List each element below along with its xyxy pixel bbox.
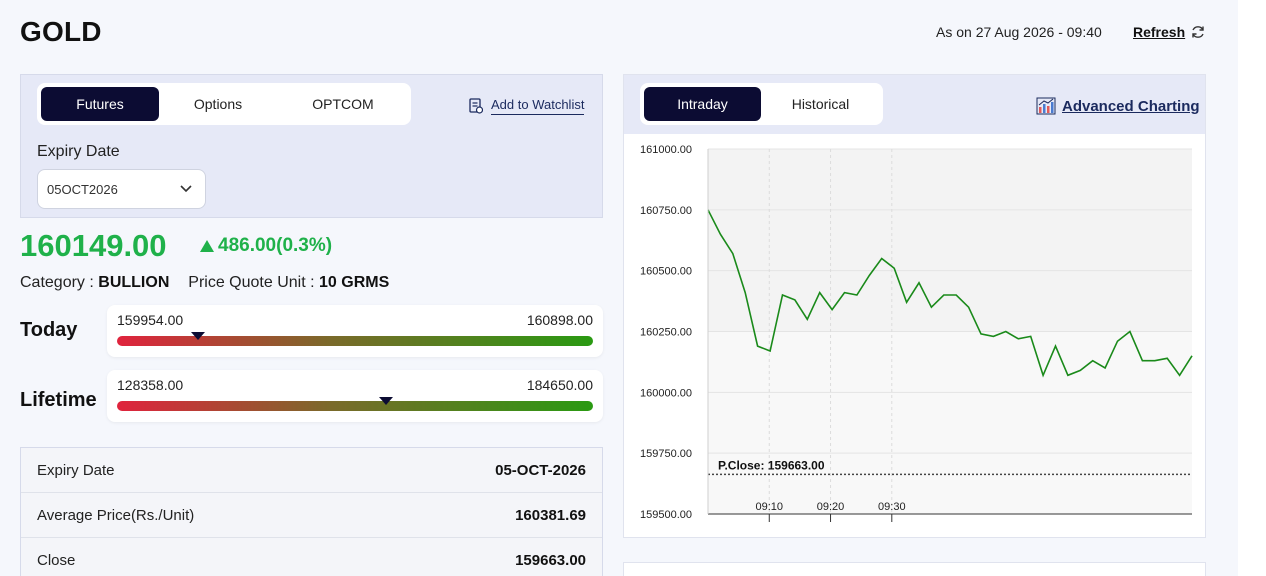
x-tick-label: 09:30 bbox=[878, 501, 906, 513]
watchlist-icon bbox=[469, 98, 483, 114]
y-tick-label: 160500.00 bbox=[640, 266, 692, 278]
price-change-value: 486.00(0.3%) bbox=[218, 235, 333, 256]
contract-details-table: Expiry Date 05-OCT-2026 Average Price(Rs… bbox=[20, 447, 603, 576]
detail-value: 160381.69 bbox=[515, 507, 586, 524]
quote-unit-value: 10 GRMS bbox=[319, 274, 390, 291]
lifetime-range-card: 128358.00 184650.00 bbox=[107, 370, 603, 422]
table-row: Close 159663.00 bbox=[21, 538, 602, 576]
detail-value: 159663.00 bbox=[515, 552, 586, 569]
quote-unit-label: Price Quote Unit : bbox=[188, 274, 319, 291]
lifetime-low: 128358.00 bbox=[117, 377, 184, 393]
right-margin bbox=[1238, 0, 1266, 576]
expiry-date-select[interactable]: 05OCT2026 bbox=[37, 169, 206, 209]
advanced-charting-label: Advanced Charting bbox=[1062, 97, 1200, 115]
add-to-watchlist-button[interactable]: Add to Watchlist bbox=[469, 97, 585, 115]
arrow-up-icon bbox=[200, 240, 214, 252]
expiry-date-label: Expiry Date bbox=[37, 143, 120, 160]
x-tick-label: 09:10 bbox=[756, 501, 784, 513]
category-value: BULLION bbox=[98, 274, 170, 291]
price-change: 486.00(0.3%) bbox=[200, 235, 332, 257]
intraday-chart[interactable]: 161000.00 160750.00 160500.00 160250.00 1600… bbox=[624, 134, 1205, 536]
page-title: GOLD bbox=[20, 16, 102, 47]
y-tick-label: 161000.00 bbox=[640, 144, 692, 156]
today-range-marker bbox=[190, 332, 205, 340]
expiry-date-value: 05OCT2026 bbox=[47, 182, 118, 197]
category-line: Category : BULLION Price Quote Unit : 10… bbox=[20, 274, 389, 292]
refresh-icon[interactable] bbox=[1190, 24, 1206, 40]
order-book-card bbox=[623, 562, 1206, 576]
chevron-down-icon bbox=[180, 185, 192, 193]
table-row: Average Price(Rs./Unit) 160381.69 bbox=[21, 493, 602, 538]
detail-key: Close bbox=[37, 552, 76, 569]
chart-icon bbox=[1036, 97, 1056, 115]
today-high: 160898.00 bbox=[526, 312, 593, 328]
chart-range-tabs: Intraday Historical bbox=[640, 83, 883, 125]
y-tick-label: 159750.00 bbox=[640, 448, 692, 460]
today-low: 159954.00 bbox=[117, 312, 184, 328]
y-tick-label: 159500.00 bbox=[640, 509, 692, 521]
watchlist-label: Add to Watchlist bbox=[491, 97, 585, 115]
tab-options[interactable]: Options bbox=[193, 96, 243, 112]
refresh-link[interactable]: Refresh bbox=[1133, 24, 1186, 40]
prev-close-label: P.Close: 159663.00 bbox=[718, 458, 825, 472]
instrument-tabs: Futures Options OPTCOM bbox=[37, 83, 411, 125]
lifetime-range-marker bbox=[378, 397, 393, 405]
tab-intraday[interactable]: Intraday bbox=[644, 87, 761, 121]
chart-panel-header: Intraday Historical Advanced Charting bbox=[624, 75, 1205, 134]
last-price: 160149.00 bbox=[20, 228, 167, 263]
y-tick-label: 160750.00 bbox=[640, 205, 692, 217]
chart-panel: Intraday Historical Advanced Charting 16… bbox=[623, 74, 1206, 538]
x-tick-label: 09:20 bbox=[817, 501, 845, 513]
as-on-timestamp: As on 27 Aug 2026 - 09:40 bbox=[936, 24, 1102, 40]
lifetime-range-bar bbox=[117, 401, 593, 411]
y-tick-label: 160250.00 bbox=[640, 327, 692, 339]
plot-area-lower bbox=[708, 331, 1192, 514]
table-row: Expiry Date 05-OCT-2026 bbox=[21, 448, 602, 493]
today-range-bar bbox=[117, 336, 593, 346]
lifetime-high: 184650.00 bbox=[526, 377, 593, 393]
tab-historical[interactable]: Historical bbox=[791, 96, 850, 112]
today-range-label: Today bbox=[20, 319, 78, 341]
detail-key: Expiry Date bbox=[37, 462, 115, 479]
lifetime-range-label: Lifetime bbox=[20, 389, 97, 411]
today-range-card: 159954.00 160898.00 bbox=[107, 305, 603, 357]
detail-key: Average Price(Rs./Unit) bbox=[37, 507, 195, 524]
tab-futures[interactable]: Futures bbox=[41, 87, 159, 121]
y-tick-label: 160000.00 bbox=[640, 387, 692, 399]
tab-optcom[interactable]: OPTCOM bbox=[312, 96, 374, 112]
price-series-line bbox=[707, 209, 1193, 378]
category-label: Category : bbox=[20, 274, 99, 291]
advanced-charting-link[interactable]: Advanced Charting bbox=[1036, 97, 1200, 115]
contract-selector-panel: Futures Options OPTCOM Add to Watchlist … bbox=[20, 74, 603, 218]
detail-value: 05-OCT-2026 bbox=[495, 462, 586, 479]
